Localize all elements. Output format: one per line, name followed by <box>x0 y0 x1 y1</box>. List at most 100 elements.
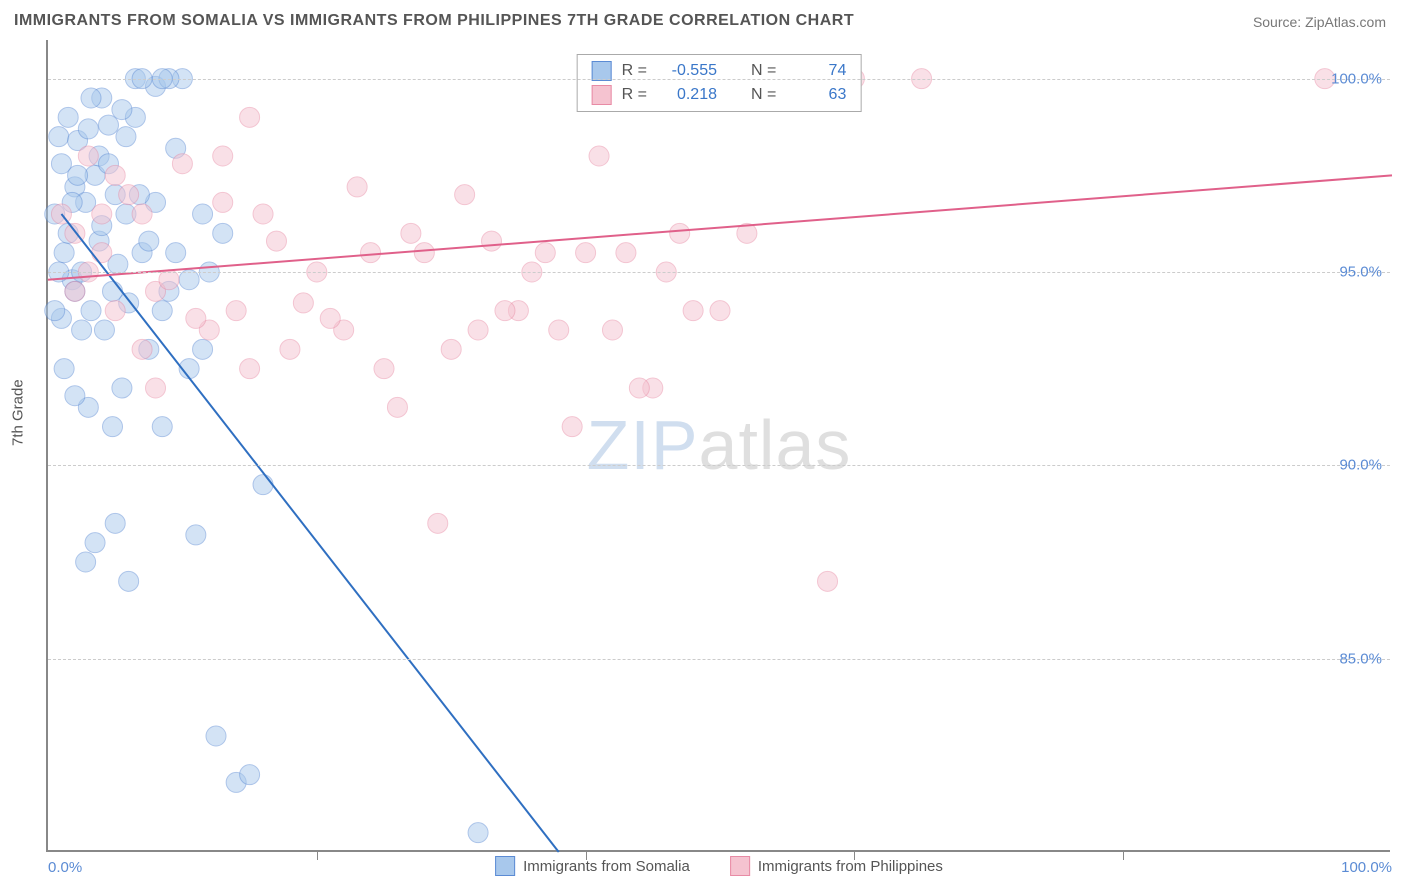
data-point <box>401 223 421 243</box>
data-point <box>186 525 206 545</box>
data-point <box>119 571 139 591</box>
data-point <box>65 386 85 406</box>
data-point <box>105 513 125 533</box>
stats-legend-box: R = -0.555 N = 74 R = 0.218 N = 63 <box>577 54 862 112</box>
data-point <box>535 243 555 263</box>
data-point <box>428 513 448 533</box>
y-axis-label: 7th Grade <box>10 379 27 446</box>
plot-area: ZIPatlas R = -0.555 N = 74 R = 0.218 N =… <box>46 40 1390 852</box>
data-point <box>81 301 101 321</box>
data-point <box>152 417 172 437</box>
chart-title: IMMIGRANTS FROM SOMALIA VS IMMIGRANTS FR… <box>14 12 854 30</box>
data-point <box>213 146 233 166</box>
data-point <box>213 223 233 243</box>
data-point <box>112 100 132 120</box>
y-tick-label: 95.0% <box>1339 264 1382 281</box>
data-point <box>78 119 98 139</box>
data-point <box>139 231 159 251</box>
data-point <box>81 88 101 108</box>
data-point <box>45 301 65 321</box>
data-point <box>710 301 730 321</box>
data-point <box>206 726 226 746</box>
legend-item-somalia: Immigrants from Somalia <box>495 856 690 876</box>
data-point <box>68 165 88 185</box>
data-point <box>105 301 125 321</box>
data-point <box>253 475 273 495</box>
data-point <box>119 185 139 205</box>
data-point <box>361 243 381 263</box>
data-point <box>683 301 703 321</box>
stats-row-philippines: R = 0.218 N = 63 <box>578 83 861 107</box>
data-point <box>468 823 488 843</box>
data-point <box>132 339 152 359</box>
data-point <box>347 177 367 197</box>
data-point <box>482 231 502 251</box>
swatch-philippines-icon <box>730 856 750 876</box>
data-point <box>629 378 649 398</box>
data-point <box>818 571 838 591</box>
y-tick-label: 100.0% <box>1331 70 1382 87</box>
data-point <box>253 204 273 224</box>
data-point <box>240 765 260 785</box>
data-point <box>65 281 85 301</box>
data-point <box>112 378 132 398</box>
data-point <box>441 339 461 359</box>
data-point <box>85 533 105 553</box>
data-point <box>166 243 186 263</box>
data-point <box>105 165 125 185</box>
y-tick-label: 90.0% <box>1339 457 1382 474</box>
data-point <box>293 293 313 313</box>
data-point <box>116 127 136 147</box>
data-point <box>72 320 92 340</box>
data-point <box>240 107 260 127</box>
legend-item-philippines: Immigrants from Philippines <box>730 856 943 876</box>
data-point <box>589 146 609 166</box>
data-point <box>193 339 213 359</box>
data-point <box>414 243 434 263</box>
data-point <box>562 417 582 437</box>
data-point <box>152 301 172 321</box>
data-point <box>549 320 569 340</box>
data-point <box>49 127 69 147</box>
data-point <box>103 417 123 437</box>
swatch-somalia-icon <box>495 856 515 876</box>
data-point <box>54 359 74 379</box>
source-attribution: Source: ZipAtlas.com <box>1253 14 1386 30</box>
data-point <box>266 231 286 251</box>
data-point <box>132 204 152 224</box>
data-point <box>670 223 690 243</box>
data-point <box>320 308 340 328</box>
data-point <box>58 107 78 127</box>
scatter-svg <box>48 40 1390 850</box>
data-point <box>92 243 112 263</box>
data-point <box>172 154 192 174</box>
data-point <box>602 320 622 340</box>
y-tick-label: 85.0% <box>1339 650 1382 667</box>
x-tick-label: 100.0% <box>1341 859 1392 876</box>
swatch-philippines <box>592 85 612 105</box>
data-point <box>146 378 166 398</box>
trend-line <box>48 175 1392 279</box>
chart-container: IMMIGRANTS FROM SOMALIA VS IMMIGRANTS FR… <box>0 0 1406 892</box>
data-point <box>280 339 300 359</box>
data-point <box>76 552 96 572</box>
data-point <box>213 192 233 212</box>
data-point <box>94 320 114 340</box>
data-point <box>387 397 407 417</box>
data-point <box>576 243 596 263</box>
data-point <box>374 359 394 379</box>
x-tick-label: 0.0% <box>48 859 82 876</box>
data-point <box>495 301 515 321</box>
bottom-legend: Immigrants from Somalia Immigrants from … <box>495 856 943 876</box>
data-point <box>98 115 118 135</box>
data-point <box>616 243 636 263</box>
data-point <box>240 359 260 379</box>
data-point <box>193 204 213 224</box>
data-point <box>54 243 74 263</box>
data-point <box>186 308 206 328</box>
data-point <box>78 146 98 166</box>
data-point <box>468 320 488 340</box>
data-point <box>226 301 246 321</box>
data-point <box>92 204 112 224</box>
data-point <box>455 185 475 205</box>
